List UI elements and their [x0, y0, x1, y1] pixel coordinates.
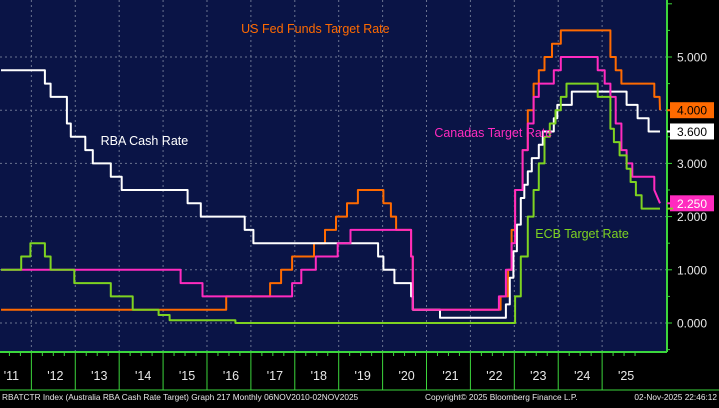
value-label-bg-1 — [670, 123, 714, 140]
series-line-3 — [1, 82, 660, 324]
value-label-1: 3.600 — [677, 125, 707, 139]
x-tick-label-10: '21 — [442, 369, 458, 383]
x-tick-label-4: '15 — [179, 369, 195, 383]
series-layer — [1, 29, 661, 324]
footer: RBATCTR Index (Australia RBA Cash Rate T… — [2, 392, 717, 402]
x-tick-label-9: '20 — [398, 369, 414, 383]
x-tick-label-13: '24 — [574, 369, 590, 383]
value-label-bg-0 — [670, 102, 714, 119]
x-tick-label-8: '19 — [355, 369, 371, 383]
footer-source: RBATCTR Index (Australia RBA Cash Rate T… — [2, 392, 359, 402]
x-tick-label-2: '13 — [91, 369, 107, 383]
x-tick-label-5: '16 — [223, 369, 239, 383]
footer-timestamp: 02-Nov-2025 22:46:12 — [634, 392, 717, 402]
annotation-2: Canadas Target Rate — [434, 126, 552, 140]
value-label-bg-2 — [670, 195, 714, 212]
y-tick-label-3: 3.000 — [677, 157, 707, 171]
y-tick-label-1: 1.000 — [677, 263, 707, 277]
x-tick-label-1: '12 — [47, 369, 63, 383]
x-tick-label-3: '14 — [135, 369, 151, 383]
y-tick-label-0: 0.000 — [677, 317, 707, 331]
annotation-1: RBA Cash Rate — [101, 134, 189, 148]
y-tick-label-5: 5.000 — [677, 51, 707, 65]
x-tick-label-11: '22 — [486, 369, 502, 383]
annotation-0: US Fed Funds Target Rate — [241, 22, 390, 36]
x-tick-label-0: '11 — [4, 369, 19, 383]
value-label-0: 4.000 — [677, 104, 707, 118]
y-tick-label-2: 2.000 — [677, 210, 707, 224]
series-line-2 — [1, 56, 661, 311]
x-tick-label-6: '17 — [267, 369, 283, 383]
plot-area — [0, 0, 667, 352]
axis-layer: 0.000 1.000 2.000 3.000 4.000 5.000 '11 '12 '13 '… — [0, 0, 719, 391]
value-label-2: 2.250 — [677, 197, 707, 211]
annotation-layer: US Fed Funds Target Rate RBA Cash Rate Can… — [101, 22, 629, 241]
x-tick-label-14: '25 — [618, 369, 634, 383]
x-tick-label-7: '18 — [311, 369, 327, 383]
footer-copyright: Copyright© 2025 Bloomberg Finance L.P. — [425, 392, 578, 402]
annotation-3: ECB Target Rate — [535, 227, 629, 241]
x-tick-label-12: '23 — [530, 369, 546, 383]
